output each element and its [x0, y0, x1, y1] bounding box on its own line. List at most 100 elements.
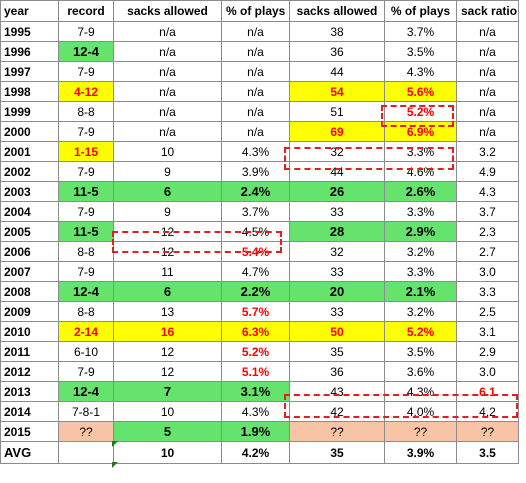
- cell-sa2: 36: [289, 361, 385, 382]
- cell-sa1: n/a: [113, 21, 222, 42]
- comment-marker-2015: [112, 441, 118, 447]
- cell-pct2: 3.2%: [384, 241, 457, 262]
- cell-year: 1998: [0, 81, 59, 102]
- table-row: 1997 7-9 n/a n/a 44 4.3% n/a: [0, 61, 519, 82]
- cell-sa1: n/a: [113, 81, 222, 102]
- column-header: year: [0, 0, 59, 22]
- cell-ratio: 2.9: [456, 341, 519, 362]
- cell-ratio: n/a: [456, 81, 519, 102]
- cell-pct2: ??: [384, 421, 457, 442]
- cell-ratio: 4.3: [456, 181, 519, 202]
- cell-sa1: 9: [113, 201, 222, 222]
- sacks-table: year record sacks allowed% of plays sacks a…: [0, 0, 519, 464]
- cell-sa1: 10: [113, 401, 222, 422]
- cell-sa2: 43: [289, 381, 385, 402]
- cell-record: 7-8-1: [58, 401, 114, 422]
- column-header: record: [58, 0, 114, 22]
- table-row: 2002 7-9 9 3.9% 44 4.6% 4.9: [0, 161, 519, 182]
- cell-ratio: 3.3: [456, 281, 519, 302]
- cell-record: 7-9: [58, 61, 114, 82]
- cell-record: 8-8: [58, 101, 114, 122]
- cell-year: 2005: [0, 221, 59, 242]
- cell-sa1: 6: [113, 281, 222, 302]
- avg-cell-record: [58, 441, 114, 464]
- table-row: 1998 4-12 n/a n/a 54 5.6% n/a: [0, 81, 519, 102]
- cell-pct1: 4.5%: [221, 221, 290, 242]
- cell-sa2: ??: [289, 421, 385, 442]
- cell-pct1: n/a: [221, 101, 290, 122]
- cell-sa2: 54: [289, 81, 385, 102]
- cell-pct1: 5.1%: [221, 361, 290, 382]
- cell-pct2: 5.2%: [384, 321, 457, 342]
- cell-record: ??: [58, 421, 114, 442]
- cell-record: 6-10: [58, 341, 114, 362]
- table-row: 1995 7-9 n/a n/a 38 3.7% n/a: [0, 21, 519, 42]
- cell-pct1: n/a: [221, 41, 290, 62]
- cell-pct1: 5.4%: [221, 241, 290, 262]
- cell-ratio: 3.1: [456, 321, 519, 342]
- cell-pct2: 4.3%: [384, 381, 457, 402]
- cell-record: 7-9: [58, 121, 114, 142]
- table-row: 2005 11-5 12 4.5% 28 2.9% 2.3: [0, 221, 519, 242]
- cell-sa1: 16: [113, 321, 222, 342]
- cell-record: 12-4: [58, 41, 114, 62]
- cell-ratio: 4.9: [456, 161, 519, 182]
- cell-pct2: 6.9%: [384, 121, 457, 142]
- cell-pct1: 5.7%: [221, 301, 290, 322]
- cell-pct1: 4.7%: [221, 261, 290, 282]
- cell-year: 2004: [0, 201, 59, 222]
- cell-sa1: n/a: [113, 41, 222, 62]
- cell-record: 12-4: [58, 381, 114, 402]
- table-row: 2014 7-8-1 10 4.3% 42 4.0% 4.2: [0, 401, 519, 422]
- cell-sa1: 12: [113, 221, 222, 242]
- table-row: 2011 6-10 12 5.2% 35 3.5% 2.9: [0, 341, 519, 362]
- cell-sa2: 42: [289, 401, 385, 422]
- cell-pct1: n/a: [221, 21, 290, 42]
- column-header: % of plays: [384, 0, 457, 22]
- cell-sa2: 44: [289, 61, 385, 82]
- cell-sa1: 7: [113, 381, 222, 402]
- cell-ratio: n/a: [456, 41, 519, 62]
- cell-record: 7-9: [58, 201, 114, 222]
- cell-ratio: n/a: [456, 21, 519, 42]
- cell-sa2: 36: [289, 41, 385, 62]
- comment-marker-avg: [112, 462, 118, 468]
- cell-ratio: 3.2: [456, 141, 519, 162]
- cell-ratio: n/a: [456, 121, 519, 142]
- cell-record: 7-9: [58, 261, 114, 282]
- cell-record: 12-4: [58, 281, 114, 302]
- cell-sa1: 10: [113, 141, 222, 162]
- cell-pct2: 2.1%: [384, 281, 457, 302]
- cell-pct1: 3.1%: [221, 381, 290, 402]
- column-header: % of plays: [221, 0, 290, 22]
- cell-sa1: 5: [113, 421, 222, 442]
- cell-record: 2-14: [58, 321, 114, 342]
- cell-ratio: 3.0: [456, 361, 519, 382]
- avg-cell-ratio: 3.5: [456, 441, 519, 464]
- cell-sa1: n/a: [113, 101, 222, 122]
- cell-year: 1999: [0, 101, 59, 122]
- cell-year: 2006: [0, 241, 59, 262]
- cell-year: 1996: [0, 41, 59, 62]
- cell-sa1: 12: [113, 361, 222, 382]
- cell-sa1: n/a: [113, 121, 222, 142]
- cell-pct2: 2.6%: [384, 181, 457, 202]
- cell-pct2: 4.0%: [384, 401, 457, 422]
- cell-year: 2008: [0, 281, 59, 302]
- avg-cell-year: AVG: [0, 441, 59, 464]
- avg-cell-sa2: 35: [289, 441, 385, 464]
- cell-sa1: 13: [113, 301, 222, 322]
- column-header: sacks allowed: [289, 0, 385, 22]
- cell-year: 2010: [0, 321, 59, 342]
- header-row: year record sacks allowed% of plays sacks a…: [0, 0, 519, 22]
- cell-year: 2002: [0, 161, 59, 182]
- cell-sa2: 33: [289, 301, 385, 322]
- table-row: 2003 11-5 6 2.4% 26 2.6% 4.3: [0, 181, 519, 202]
- cell-pct1: 2.4%: [221, 181, 290, 202]
- cell-sa2: 44: [289, 161, 385, 182]
- cell-record: 7-9: [58, 161, 114, 182]
- cell-pct1: 5.2%: [221, 341, 290, 362]
- table-row: 1999 8-8 n/a n/a 51 5.2% n/a: [0, 101, 519, 122]
- cell-pct1: n/a: [221, 81, 290, 102]
- cell-pct2: 3.7%: [384, 21, 457, 42]
